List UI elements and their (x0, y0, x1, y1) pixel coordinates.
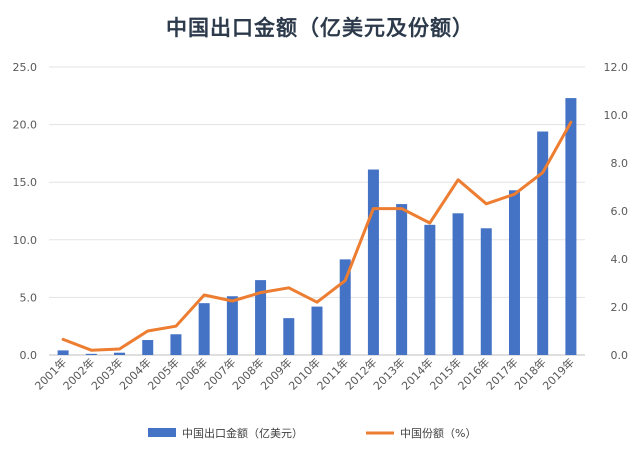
y-right-tick-label: 2.0 (611, 301, 629, 314)
bar (198, 303, 210, 355)
bar (452, 213, 464, 355)
x-tick-label: 2019年 (540, 355, 577, 392)
bar (226, 296, 238, 355)
bar (424, 224, 436, 355)
y-right-tick-label: 6.0 (611, 205, 629, 218)
bar (396, 204, 408, 355)
legend-swatch-bars (148, 428, 176, 437)
y-left-tick-label: 20.0 (13, 119, 38, 132)
legend-label-line: 中国份额（%） (400, 427, 476, 440)
y-right-tick-label: 8.0 (611, 157, 629, 170)
y-left-tick-label: 5.0 (20, 291, 38, 304)
y-left-tick-label: 25.0 (13, 61, 38, 74)
bar (283, 318, 295, 355)
bar (114, 352, 126, 355)
bar (57, 350, 69, 355)
y-right-tick-label: 4.0 (611, 253, 629, 266)
y-right-tick-label: 10.0 (604, 109, 629, 122)
y-left-tick-label: 15.0 (13, 176, 38, 189)
bar (565, 98, 577, 355)
bar (480, 228, 492, 355)
bar (85, 353, 97, 355)
y-right-tick-label: 12.0 (604, 61, 629, 74)
y-left-tick-label: 0.0 (20, 349, 38, 362)
bar (142, 340, 154, 355)
bar (537, 131, 549, 355)
bar (170, 334, 182, 355)
bar (508, 190, 520, 355)
y-left-tick-label: 10.0 (13, 234, 38, 247)
chart-title: 中国出口金额（亿美元及份额） (166, 16, 474, 40)
legend-label-bars: 中国出口金额（亿美元） (182, 426, 303, 440)
bar (311, 306, 323, 355)
bar (255, 280, 267, 355)
bar (367, 169, 379, 355)
share-line (61, 120, 573, 352)
y-right-tick-label: 0.0 (611, 349, 629, 362)
bar (339, 259, 351, 355)
